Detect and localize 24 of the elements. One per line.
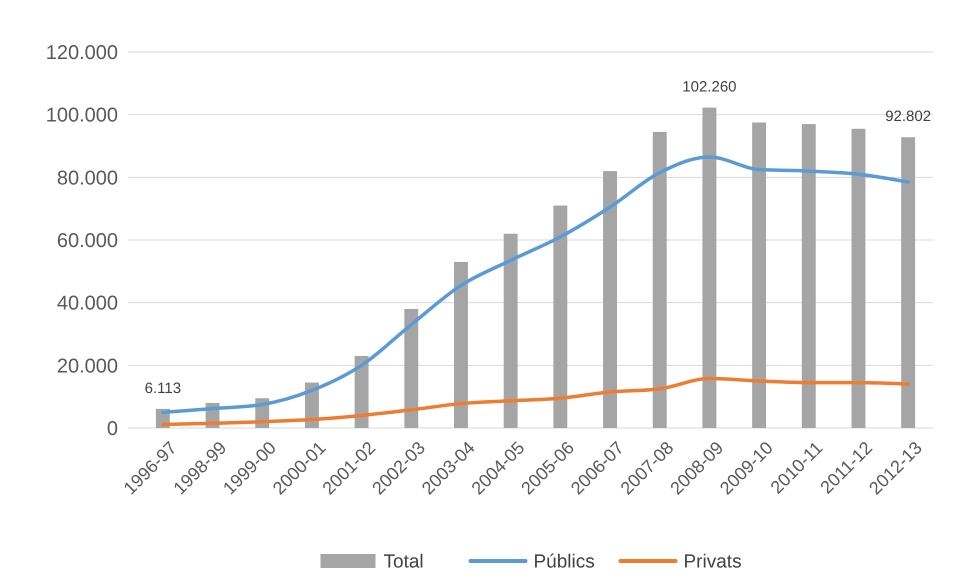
- bar: [404, 308, 418, 428]
- bar: [504, 234, 518, 428]
- bar: [752, 122, 766, 428]
- y-tick-label: 120.000: [46, 42, 118, 64]
- legend-label: Privats: [684, 552, 742, 573]
- bar: [454, 262, 468, 428]
- y-tick-label: 60.000: [56, 230, 118, 252]
- bar: [553, 206, 568, 428]
- bar: [852, 128, 866, 428]
- y-tick-label: 100.000: [46, 104, 118, 127]
- bar: [603, 171, 617, 428]
- legend-label: Públics: [534, 552, 595, 573]
- data-label: 6.113: [144, 380, 182, 397]
- bar: [901, 137, 916, 428]
- y-tick-label: 0: [106, 418, 118, 440]
- y-tick-label: 40.000: [56, 292, 118, 315]
- data-label: 92.802: [885, 108, 932, 126]
- y-tick-label: 80.000: [56, 167, 118, 190]
- y-tick-label: 20.000: [56, 355, 118, 378]
- bar: [702, 108, 716, 428]
- bar: [652, 132, 667, 428]
- legend-label: Total: [384, 552, 424, 573]
- bar: [802, 124, 816, 428]
- data-label: 102.260: [682, 78, 737, 96]
